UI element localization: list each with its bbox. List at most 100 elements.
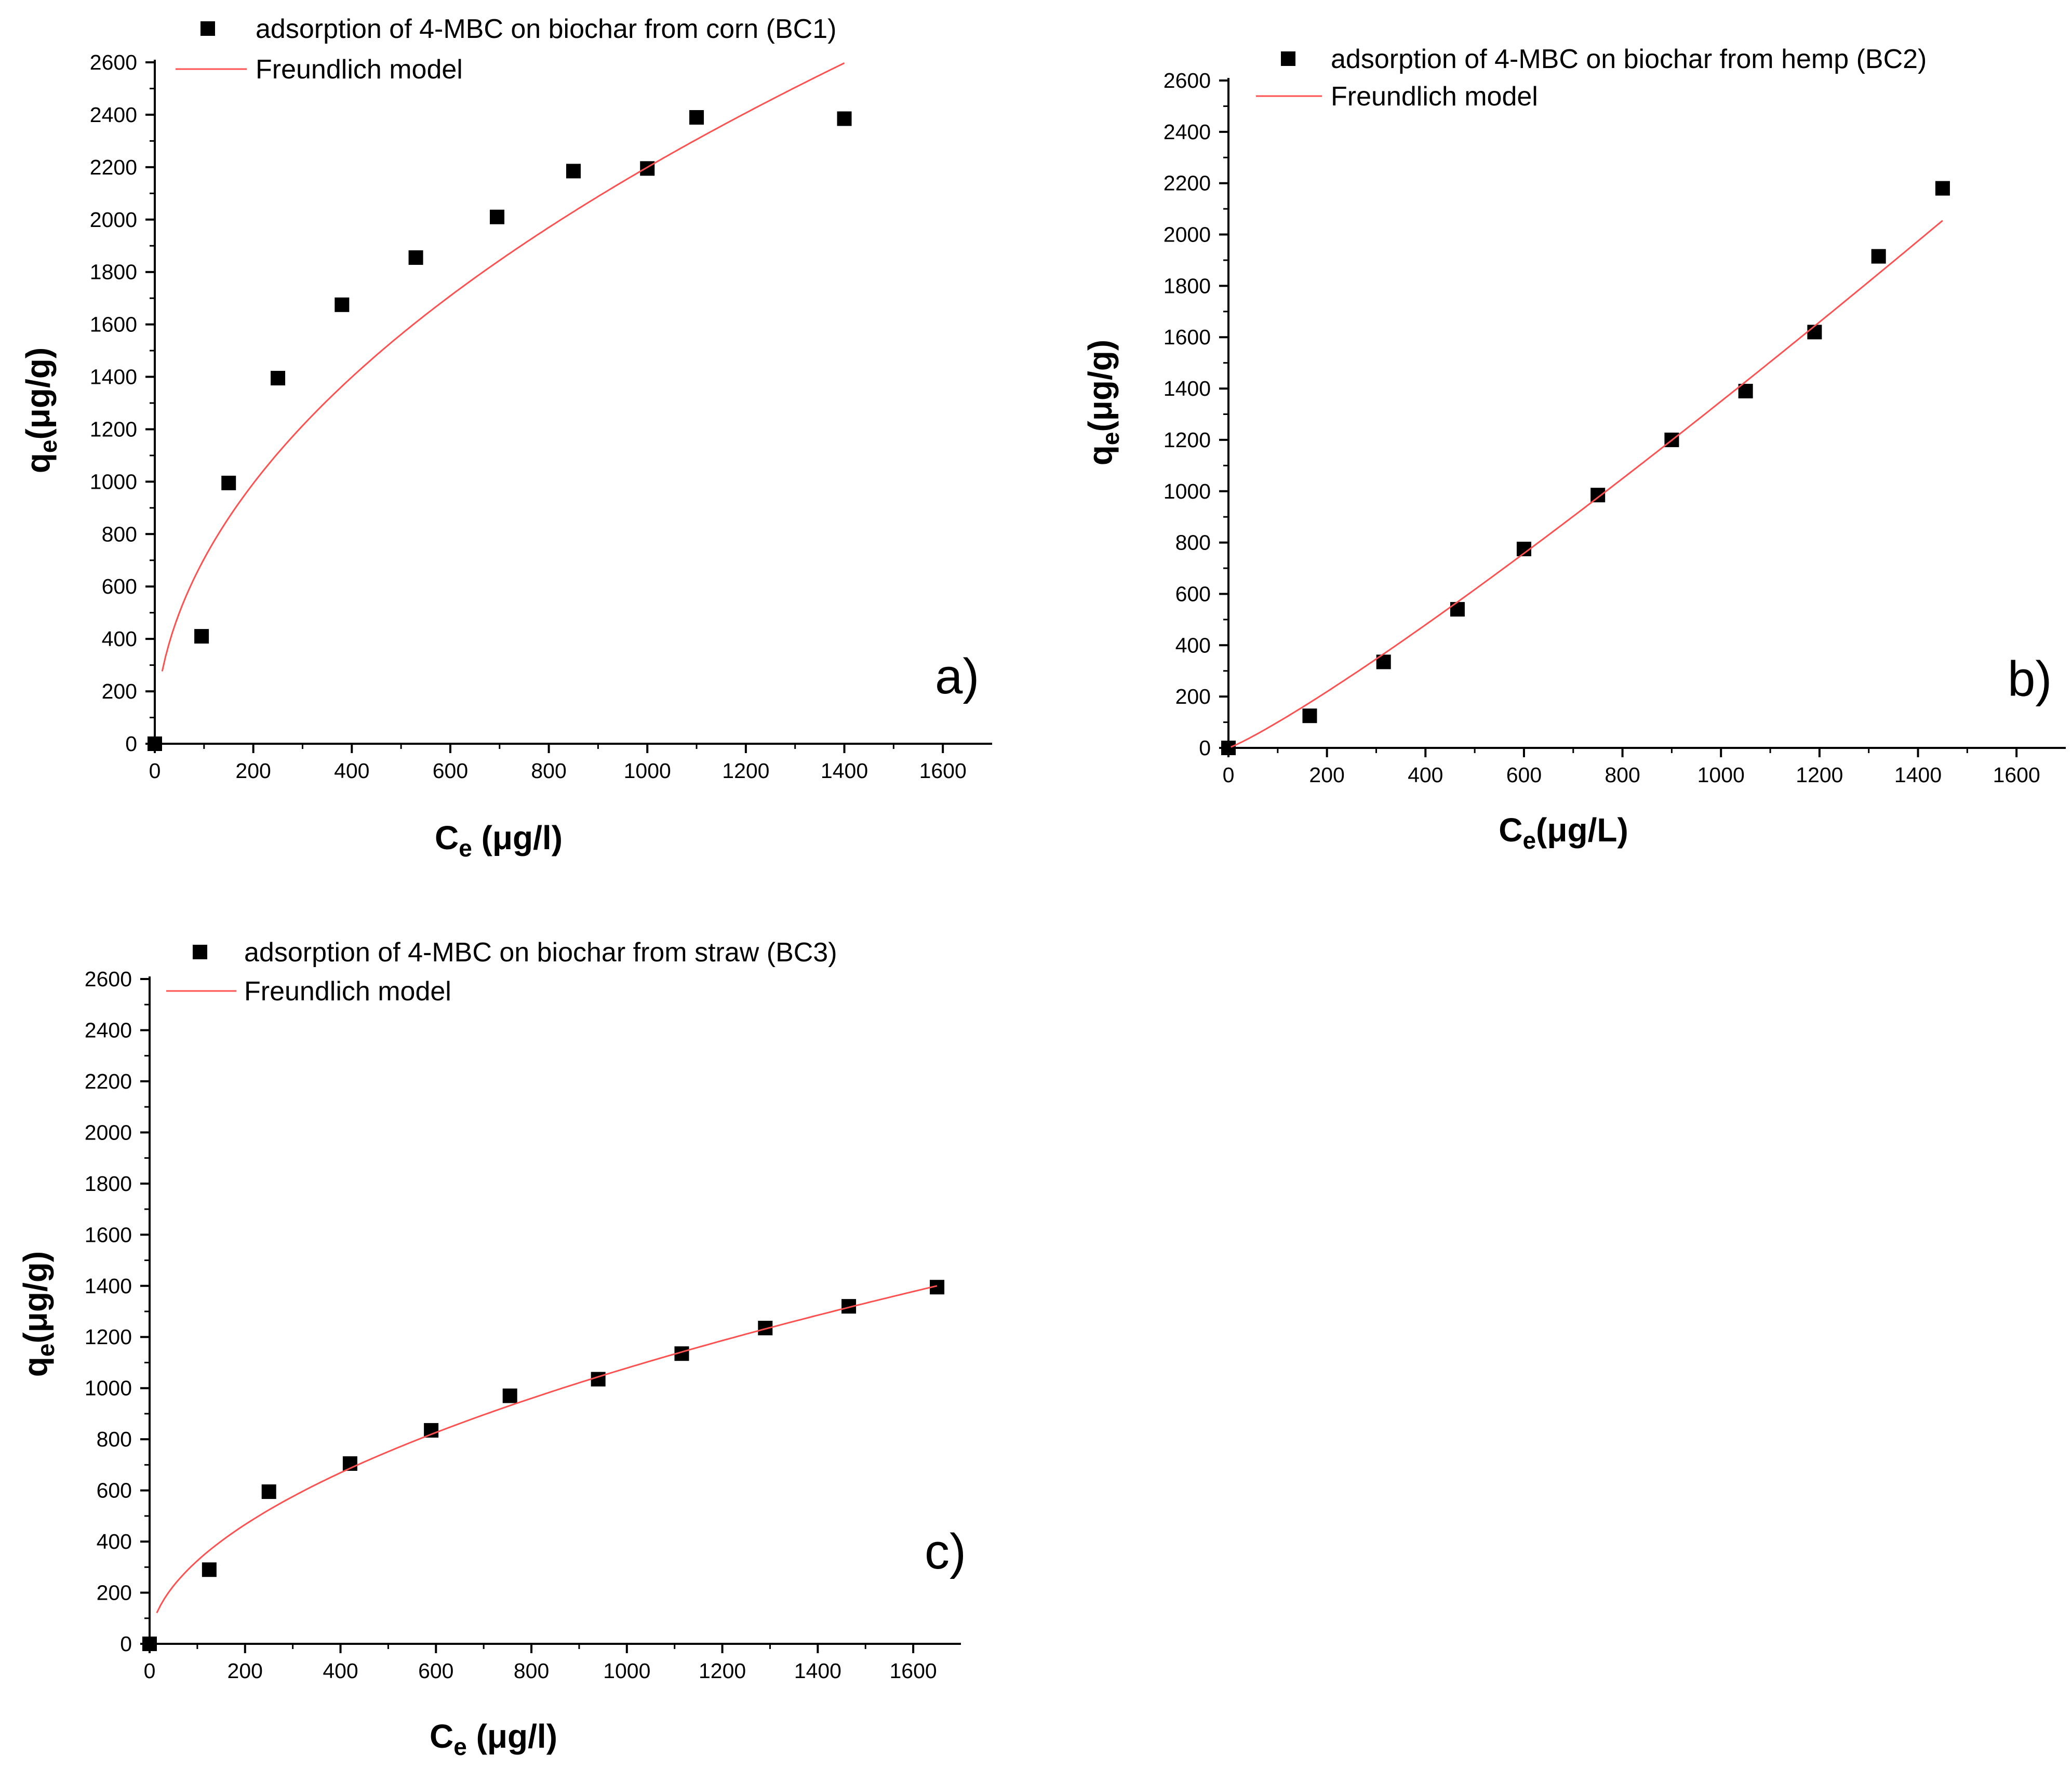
y-axis-label-main: q (19, 453, 57, 473)
y-tick-label: 200 (1175, 685, 1211, 708)
x-tick-label: 200 (228, 1659, 263, 1683)
y-axis-label-main: q (1081, 445, 1119, 465)
y-tick-label: 600 (1175, 582, 1211, 606)
y-tick-label: 2200 (90, 155, 137, 179)
data-point-marker (591, 1372, 606, 1387)
freundlich-model-line (1231, 220, 1943, 748)
y-tick-label: 2400 (85, 1018, 132, 1042)
y-tick-label: 1800 (85, 1172, 132, 1196)
x-axis-label: Ce (μg/l) (430, 1718, 557, 1760)
data-point-marker (490, 209, 505, 224)
data-point-marker (837, 111, 852, 126)
legend-label-line: Freundlich model (256, 55, 463, 85)
y-tick-label: 1600 (85, 1223, 132, 1247)
y-tick-label: 1200 (85, 1325, 132, 1349)
data-point-marker (202, 1562, 217, 1577)
y-tick-label: 1600 (1164, 325, 1211, 349)
x-tick-label: 1000 (624, 759, 671, 783)
y-tick-label: 1600 (90, 313, 137, 337)
legend-marker-points (200, 21, 215, 36)
x-axis-label-main: C (435, 819, 459, 856)
y-tick-label: 0 (1199, 736, 1211, 760)
x-tick-label: 1000 (1697, 763, 1745, 787)
x-tick-label: 1600 (1993, 763, 2040, 787)
data-point-marker (221, 475, 236, 490)
x-axis-label-unit: (μg/l) (467, 1718, 557, 1755)
y-tick-label: 1400 (90, 365, 137, 389)
panel-label: b) (2008, 651, 2052, 707)
y-tick-label: 0 (120, 1632, 132, 1656)
x-tick-label: 800 (531, 759, 566, 783)
x-axis-label-main: C (1499, 811, 1522, 849)
y-tick-label: 2400 (1164, 120, 1211, 144)
data-point-marker (148, 736, 162, 751)
data-point-marker (1871, 249, 1886, 264)
panel-label: c) (925, 1524, 966, 1579)
y-tick-label: 2000 (1164, 223, 1211, 247)
data-point-marker (424, 1423, 439, 1438)
y-tick-label: 1000 (85, 1376, 132, 1400)
x-tick-label: 600 (433, 759, 468, 783)
legend-label-points: adsorption of 4-MBC on biochar from corn… (256, 14, 836, 44)
data-point-marker (261, 1484, 276, 1499)
x-tick-label: 600 (1506, 763, 1542, 787)
x-tick-label: 400 (334, 759, 369, 783)
y-tick-label: 1400 (85, 1274, 132, 1298)
y-axis-label-sub: e (35, 440, 62, 453)
y-tick-label: 2000 (85, 1120, 132, 1144)
x-axis-label: Ce(μg/L) (1499, 811, 1628, 854)
y-axis-label-unit: (μg/g) (1081, 340, 1119, 432)
x-tick-label: 600 (418, 1659, 453, 1683)
y-tick-label: 800 (102, 522, 137, 546)
x-tick-label: 400 (323, 1659, 358, 1683)
x-tick-label: 800 (514, 1659, 549, 1683)
y-axis-label: qe(μg/g) (19, 347, 62, 473)
y-tick-label: 2400 (90, 103, 137, 127)
x-tick-label: 1400 (821, 759, 868, 783)
y-tick-label: 1200 (1164, 428, 1211, 452)
x-axis-label-unit: (μg/l) (472, 819, 563, 856)
y-tick-label: 2600 (85, 967, 132, 991)
x-tick-label: 1200 (722, 759, 769, 783)
legend-marker-points (193, 945, 207, 959)
x-tick-label: 200 (1309, 763, 1344, 787)
freundlich-model-line (156, 1285, 938, 1614)
x-tick-label: 1200 (699, 1659, 746, 1683)
y-tick-label: 200 (102, 679, 137, 703)
y-axis-label: qe(μg/g) (17, 1251, 59, 1377)
y-tick-label: 1000 (1164, 479, 1211, 503)
data-point-marker (566, 164, 581, 179)
data-point-marker (142, 1637, 157, 1651)
y-tick-label: 800 (97, 1427, 132, 1451)
x-tick-label: 1200 (1796, 763, 1843, 787)
y-tick-label: 1000 (90, 470, 137, 493)
data-point-marker (502, 1388, 517, 1403)
chart-panel-3: 0 200 400 600 800 1000 1200 1400 1600 0 200 400 600 8… (17, 937, 966, 1760)
y-tick-label: 800 (1175, 531, 1211, 555)
y-axis-label-sub: e (1097, 432, 1124, 446)
x-axis-label-sub: e (453, 1733, 467, 1760)
x-axis-label-sub: e (1522, 827, 1536, 854)
y-tick-label: 400 (97, 1530, 132, 1553)
legend-label-points: adsorption of 4-MBC on biochar from hemp… (1331, 44, 1927, 74)
legend-label-line: Freundlich model (244, 976, 451, 1007)
y-tick-label: 2000 (90, 208, 137, 232)
y-tick-label: 200 (97, 1581, 132, 1605)
data-point-marker (1935, 181, 1950, 196)
y-tick-label: 600 (97, 1479, 132, 1503)
x-tick-label: 1000 (603, 1659, 650, 1683)
y-axis-label-main: q (17, 1357, 54, 1377)
data-point-marker (408, 250, 423, 265)
data-point-marker (640, 161, 655, 176)
y-tick-label: 600 (102, 574, 137, 598)
y-axis-label-unit: (μg/g) (19, 347, 57, 440)
x-tick-label: 1600 (890, 1659, 937, 1683)
x-tick-label: 200 (235, 759, 271, 783)
data-point-marker (1590, 488, 1606, 503)
y-tick-label: 1400 (1164, 377, 1211, 400)
data-point-marker (1221, 741, 1236, 755)
x-axis-label: Ce (μg/l) (435, 819, 563, 862)
y-tick-label: 1800 (1164, 274, 1211, 298)
